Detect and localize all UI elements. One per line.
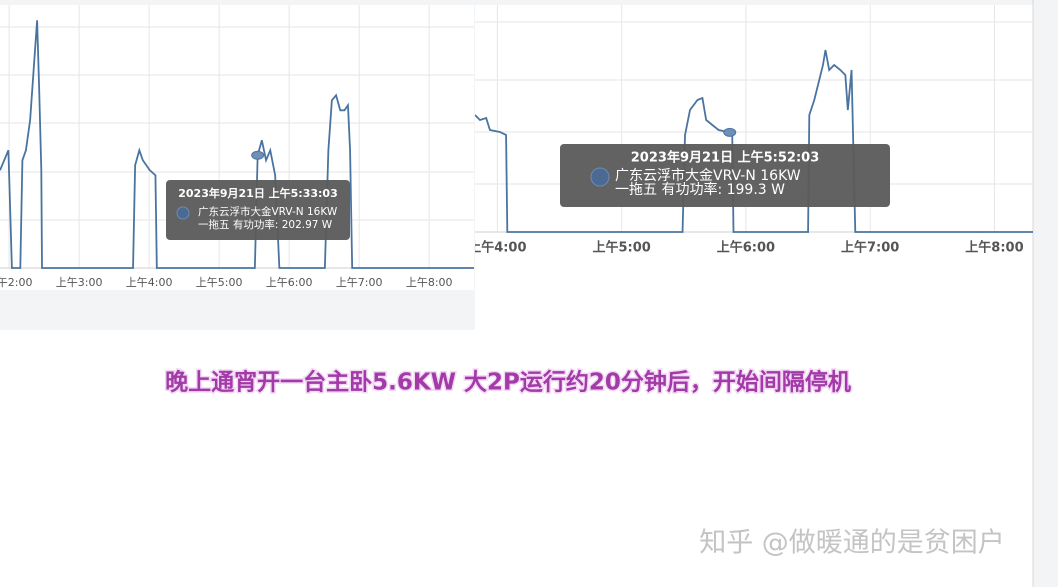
- chart-2: 上午4:00 上午5:00 上午6:00 上午7:00 上午8:00 2023年9月21日…: [468, 5, 1033, 256]
- tooltip-swatch: [590, 167, 610, 187]
- tooltip-time: 2023年9月21日 上午5:52:03: [631, 150, 819, 166]
- right-strip: [1033, 0, 1058, 587]
- chart-1: 上午2:00 上午3:00 上午4:00 上午5:00 上午6:00 上午7:00 上午8:…: [0, 5, 474, 289]
- x-tick-label: 上午3:00: [56, 276, 103, 289]
- hover-point: [251, 150, 265, 160]
- tooltip-box: [560, 144, 890, 207]
- tooltip-device: 广东云浮市大金VRV-N 16KW: [198, 205, 338, 218]
- x-tick-label: 上午6:00: [717, 240, 775, 256]
- tooltip-time: 2023年9月21日 上午5:33:03: [178, 186, 337, 200]
- hover-point: [723, 127, 737, 137]
- x-tick-label: 上午6:00: [266, 276, 313, 289]
- x-tick-label: 上午4:00: [468, 240, 526, 256]
- x-tick-label: 上午7:00: [336, 276, 383, 289]
- x-tick-label: 上午5:00: [196, 276, 243, 289]
- tooltip-reading: 一拖五 有功功率: 202.97 W: [198, 218, 333, 231]
- x-tick-label: 上午4:00: [126, 276, 173, 289]
- x-tick-label: 上午5:00: [592, 240, 650, 256]
- x-tick-label: 上午8:00: [965, 240, 1023, 256]
- power-line: [0, 20, 474, 269]
- watermark: 知乎 @做暖通的是贫困户: [699, 528, 1005, 559]
- x-tick-label: 上午8:00: [406, 276, 453, 289]
- tooltip-device: 广东云浮市大金VRV-N 16KW: [615, 167, 801, 184]
- x-tick-label: 上午7:00: [841, 240, 899, 256]
- tooltip-box: [166, 180, 350, 240]
- x-tick-label: 上午2:00: [0, 276, 32, 289]
- tooltip-reading: 一拖五 有功功率: 199.3 W: [615, 181, 785, 198]
- caption: 晚上通宵开一台主卧5.6KW 大2P运行约20分钟后，开始间隔停机: [165, 369, 851, 396]
- panel-1: [0, 5, 474, 290]
- tooltip-swatch: [176, 206, 190, 220]
